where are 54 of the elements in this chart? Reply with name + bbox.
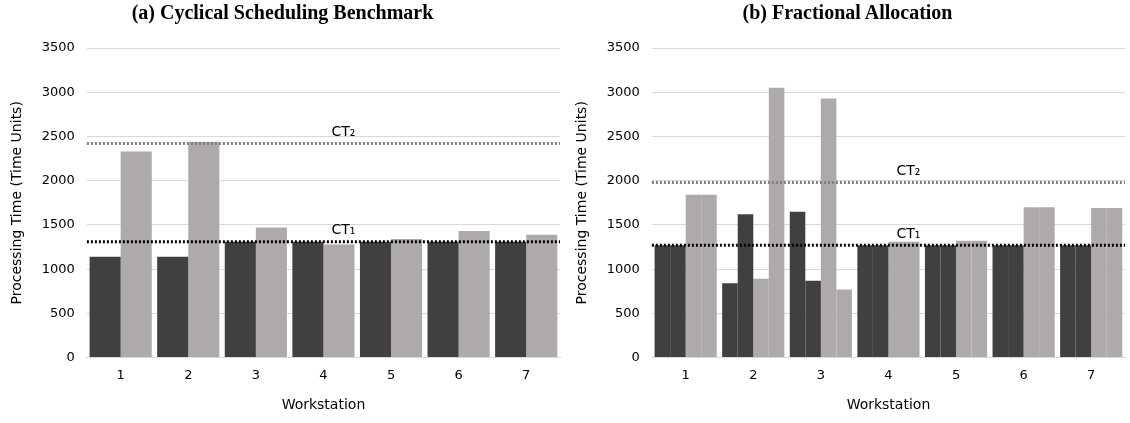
- y-tick-label: 500: [50, 304, 75, 320]
- y-tick-label: 500: [615, 304, 640, 320]
- x-tick-label: 2: [749, 366, 758, 382]
- x-tick-label: 2: [184, 366, 193, 382]
- x-tick-label: 1: [681, 366, 690, 382]
- bar: [120, 151, 152, 358]
- x-tick-label: 5: [951, 366, 961, 382]
- y-axis-title: Processing Time (Time Units): [573, 101, 590, 305]
- y-axis-title: Processing Time (Time Units): [8, 101, 25, 305]
- bar: [224, 241, 256, 358]
- x-tick-label: 1: [116, 366, 125, 382]
- y-tick-label: 3500: [606, 39, 640, 55]
- x-axis-title: Workstation: [846, 396, 931, 413]
- y-tick-label: 3000: [606, 83, 640, 99]
- bar: [255, 227, 287, 358]
- y-tick-label: 1000: [41, 260, 75, 276]
- x-tick-label: 6: [454, 366, 463, 382]
- chart-title: (b) Fractional Allocation: [742, 1, 953, 25]
- bar: [526, 234, 558, 358]
- y-tick-label: 2000: [41, 172, 75, 188]
- bar: [391, 239, 423, 358]
- bar: [323, 244, 355, 358]
- bar: [359, 241, 392, 358]
- ref-line-label: CT₁: [896, 224, 921, 241]
- chart-title: (a) Cyclical Scheduling Benchmark: [131, 1, 435, 25]
- bar: [188, 141, 220, 358]
- x-tick-label: 7: [1087, 366, 1096, 382]
- bar: [157, 256, 189, 358]
- x-tick-label: 4: [884, 366, 893, 382]
- y-tick-label: 1000: [606, 260, 640, 276]
- bar: [458, 231, 490, 358]
- y-tick-label: 2500: [606, 127, 640, 143]
- x-tick-label: 3: [816, 366, 825, 382]
- y-tick-label: 2000: [606, 172, 640, 188]
- x-axis-title: Workstation: [281, 396, 366, 413]
- y-tick-label: 0: [631, 348, 640, 364]
- ref-line-label: CT₁: [331, 221, 356, 238]
- x-tick-label: 6: [1019, 366, 1028, 382]
- bar: [89, 256, 121, 358]
- bar: [292, 241, 324, 358]
- y-tick-label: 0: [66, 348, 75, 364]
- ref-line-label: CT₂: [331, 123, 356, 140]
- x-tick-label: 7: [522, 366, 531, 382]
- x-tick-label: 3: [251, 366, 260, 382]
- bar: [495, 241, 527, 358]
- x-tick-label: 4: [319, 366, 328, 382]
- y-tick-label: 2500: [41, 127, 75, 143]
- y-tick-label: 3000: [41, 83, 75, 99]
- y-tick-label: 1500: [41, 216, 75, 232]
- y-tick-label: 3500: [41, 39, 75, 55]
- y-tick-label: 1500: [606, 216, 640, 232]
- x-tick-label: 5: [386, 366, 396, 382]
- bar: [427, 241, 459, 358]
- ref-line-label: CT₂: [896, 162, 921, 179]
